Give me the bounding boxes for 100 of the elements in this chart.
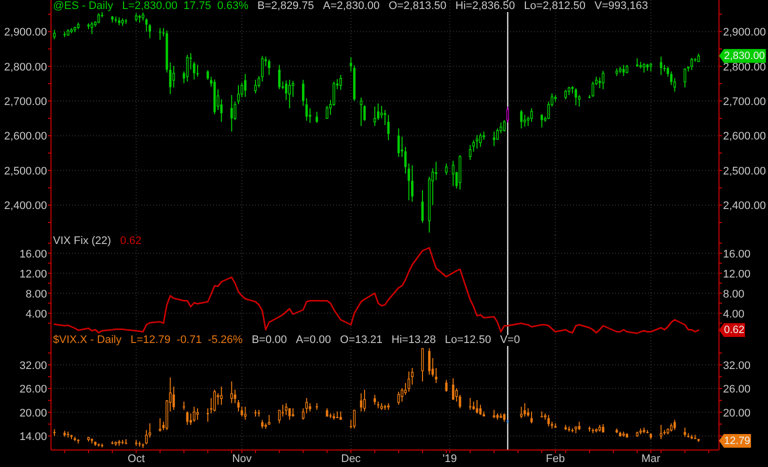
candlestick [172,65,175,88]
y-tick-label: 2,700.00 [4,96,47,108]
candlestick [237,84,240,105]
annotation: B=2,829.75 [257,0,314,12]
annotation: V=993,163 [594,0,648,12]
candlestick [213,389,216,412]
candlestick [530,410,533,424]
y2-tick-label: 2,800.00 [723,61,766,74]
candlestick [397,391,400,406]
candlestick [684,68,686,88]
candlestick [360,97,362,127]
x-tick-label: '19 [442,452,457,465]
y-tick-label: 32.00 [19,360,47,372]
candlestick [445,379,448,392]
candlestick [479,132,482,148]
annotation: V=0 [500,334,520,346]
candlestick [158,28,162,40]
annotation: O=13.21 [340,334,383,346]
annotation: Lo=12.50 [444,334,492,346]
y2-tick-label: 12.00 [723,268,751,280]
candlestick [434,161,438,181]
candlestick [428,348,431,376]
candlestick [186,410,189,426]
candlestick [158,418,162,432]
y-tick-label: 8.00 [26,288,47,300]
candlestick [360,392,362,412]
candlestick [479,404,482,416]
candlestick [196,64,199,78]
candlestick [53,29,56,40]
candlestick [186,54,189,82]
candlestick [574,88,578,106]
chart-title: VIX Fix (22) [53,235,112,247]
candlestick [353,409,356,429]
chart-subtitle: L=12.79 -0.71 -5.26% [130,334,243,346]
chart-subtitle: L=2,830.00 17.75 0.63% [122,0,248,12]
candlestick [421,348,424,382]
candlestick [673,419,676,431]
candlestick [316,111,318,124]
candlestick [547,414,550,427]
candlestick [622,64,625,77]
candlestick [145,430,148,445]
candlestick [660,56,662,76]
y-tick-label: 26.00 [19,384,47,396]
y2-tick-label: 32.00 [723,360,751,372]
candlestick [404,382,407,396]
y-tick-label: 20.00 [19,407,47,420]
candlestick [452,378,454,401]
y2-tick-label: 2,600.00 [723,130,766,143]
y2-tick-label: 2,500.00 [723,165,766,178]
y2-tick-label: 8.00 [723,288,744,300]
annotation: 12.79 [719,434,752,448]
candlestick [598,76,601,89]
y-tick-label: 12.00 [19,268,47,280]
y-tick-label: 2,900.00 [4,26,47,39]
y-tick-label: 2,400.00 [4,200,47,212]
annotation: O=2,813.50 [388,0,446,12]
candlestick [278,64,281,90]
annotation: Hi=2,836.50 [455,0,516,12]
candlestick [642,62,646,74]
candlestick [540,114,543,128]
annotation: A=0.00 [296,334,332,346]
candlestick [90,21,94,35]
candlestick [469,398,472,410]
chart-title: $VIX.X - Daily [53,334,122,346]
annotation: Hi=13.28 [392,334,436,346]
chart-subtitle: 0.62 [120,235,142,247]
y2-tick-label: 16.00 [723,248,751,260]
candlestick [373,106,376,127]
candlestick [284,402,288,416]
x-tick-label: Oct [128,452,145,465]
candlestick [374,394,376,406]
line-series [54,247,700,334]
candlestick [492,131,496,147]
candlestick [220,386,223,406]
x-tick-label: Nov [232,452,252,465]
y-tick-label: 14.00 [19,430,47,443]
y2-tick-label: 26.00 [723,384,751,396]
y2-tick-label: 2,900.00 [723,26,766,39]
candlestick [244,73,246,98]
candlestick [445,162,448,176]
y-tick-label: 2,800.00 [4,61,47,74]
candlestick [520,406,523,419]
candlestick [452,160,454,187]
candlestick [434,367,438,384]
y2-tick-label: 2,400.00 [723,200,766,212]
x-tick-label: Mar [641,452,661,465]
candlestick [564,89,567,100]
candlestick [411,164,414,202]
y2-tick-label: 4.00 [723,308,744,320]
candlestick [254,79,257,94]
y-tick-label: 2,600.00 [4,130,47,143]
annotation: Lo=2,812.50 [524,0,586,12]
candlestick [339,74,342,90]
chart-title: @ES - Daily [53,0,114,12]
candlestick [192,61,196,80]
candlestick [244,406,247,420]
candlestick [182,401,186,410]
annotation: B=0.00 [252,334,287,346]
y-tick-label: 2,500.00 [4,165,47,178]
candlestick [397,128,400,158]
